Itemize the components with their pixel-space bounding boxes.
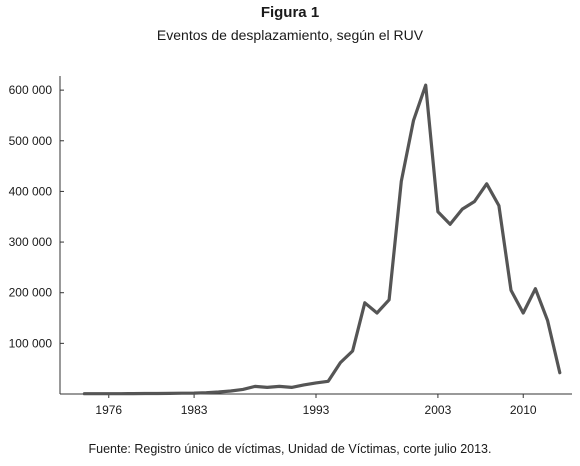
series-line: [82, 83, 562, 396]
chart-title: Eventos de desplazamiento, según el RUV: [156, 27, 424, 43]
y-tick-label: 400 000: [9, 184, 53, 198]
y-axis: 100 000 200 000 300 000 400 000 500 000 600 0…: [9, 76, 64, 394]
line-chart: 100 000 200 000 300 000 400 000 500 000 600 0…: [9, 76, 572, 417]
source-note: Fuente: Registro único de víctimas, Unid…: [88, 442, 492, 456]
y-tick-label: 300 000: [9, 235, 53, 249]
y-tick-label: 100 000: [9, 336, 53, 350]
figure-label: Figura 1: [260, 4, 320, 21]
y-tick-label: 200 000: [9, 286, 53, 300]
series: [82, 83, 562, 396]
x-tick-label: 2003: [425, 403, 452, 417]
x-tick-label: 1993: [303, 403, 330, 417]
x-axis: 1976 1983 1993 2003 2010: [60, 393, 572, 417]
y-tick-label: 600 000: [9, 83, 53, 97]
y-tick-label: 500 000: [9, 134, 53, 148]
x-tick-label: 1983: [181, 403, 208, 417]
x-tick-label: 2010: [510, 403, 537, 417]
x-tick-label: 1976: [95, 403, 122, 417]
